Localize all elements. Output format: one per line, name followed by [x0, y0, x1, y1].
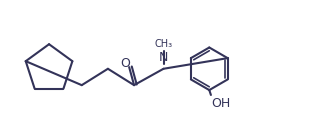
- Text: CH₃: CH₃: [154, 39, 173, 49]
- Text: N: N: [159, 51, 168, 64]
- Text: OH: OH: [211, 97, 230, 110]
- Text: O: O: [120, 57, 130, 70]
